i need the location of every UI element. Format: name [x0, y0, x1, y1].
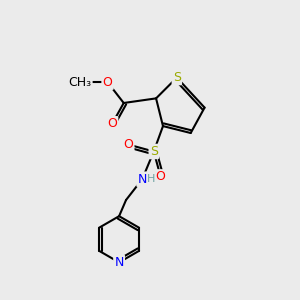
Text: CH₃: CH₃	[68, 76, 92, 89]
Text: S: S	[150, 145, 158, 158]
Text: O: O	[107, 117, 117, 130]
Text: N: N	[137, 173, 147, 186]
Text: H: H	[147, 174, 156, 184]
Text: O: O	[103, 76, 112, 89]
Text: S: S	[173, 71, 181, 84]
Text: N: N	[114, 256, 124, 269]
Text: O: O	[156, 170, 166, 183]
Text: O: O	[123, 138, 133, 151]
